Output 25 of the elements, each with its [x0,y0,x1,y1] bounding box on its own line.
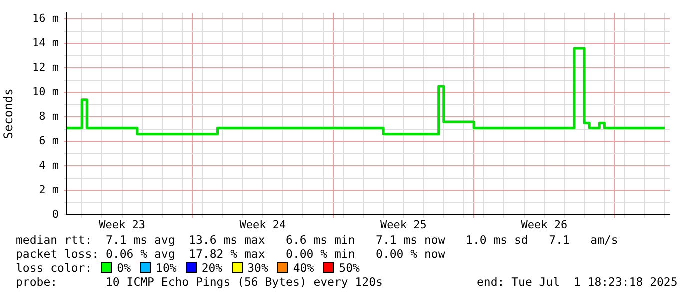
y-tick-label: 2 m [39,183,60,196]
x-tick-label: Week 25 [380,218,427,232]
y-tick-label: 16 m [32,12,60,25]
y-tick-label: 8 m [39,110,60,123]
x-tick-label: Week 24 [240,218,287,232]
text: 30% [248,261,268,275]
x-tick-label: Week 23 [99,218,146,232]
y-tick-label: 0 [52,208,59,221]
text: median rtt: 7.1 ms avg 13.6 ms max 6.6 ms min 7.1 ms now 1.0 ms sd 7.1 am/s [16,233,618,247]
text: 0% [117,261,132,275]
y-axis-title: Seconds [1,88,16,140]
text: packet loss: 0.06 % avg 17.82 % max 0.00 % min 0.00 % now [16,247,446,261]
y-tick-label: 10 m [32,85,60,98]
y-tick-label: 14 m [32,36,60,50]
text: 40% [293,261,314,275]
text: loss color: [16,261,92,275]
text: 10% [156,261,177,275]
text: 50% [339,261,360,275]
text: 20% [202,261,223,275]
y-tick-label: 6 m [39,134,60,148]
text: probe: 10 ICMP Echo Pings (56 Bytes) every 120s [16,275,383,289]
x-tick-label: Week 26 [521,218,568,232]
text: end: Tue Jul 1 18:23:18 2025 [477,275,678,289]
y-tick-label: 12 m [32,60,60,74]
y-tick-label: 4 m [39,158,60,172]
